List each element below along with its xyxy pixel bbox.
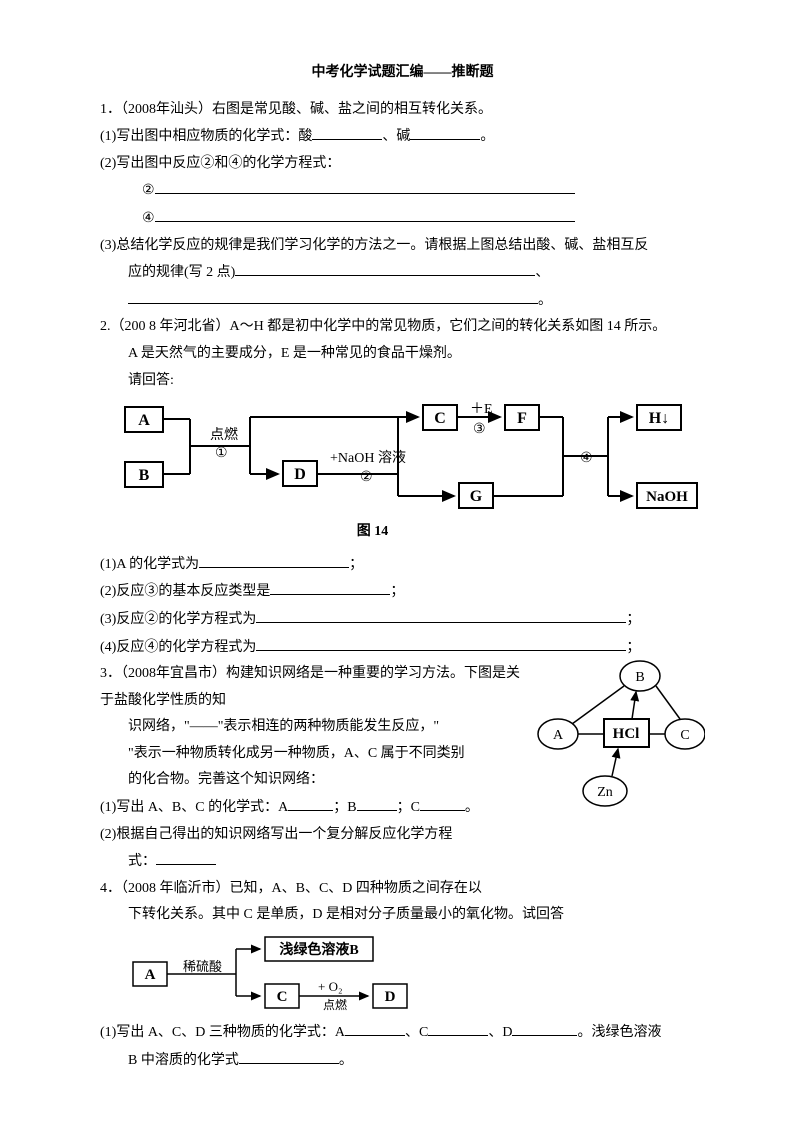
- svg-text:稀硫酸: 稀硫酸: [183, 959, 222, 974]
- svg-text:C: C: [434, 410, 446, 427]
- q2-stem2: A 是天然气的主要成分，E 是一种常见的食品干燥剂。: [100, 341, 705, 368]
- page-title: 中考化学试题汇编——推断题: [100, 60, 705, 87]
- q2-stem3: 请回答:: [100, 368, 705, 395]
- blank: [235, 259, 535, 276]
- svg-text:③: ③: [473, 422, 486, 437]
- svg-text:浅绿色溶液B: 浅绿色溶液B: [279, 941, 358, 958]
- blank: [312, 123, 382, 140]
- q1-2: (2)写出图中反应②和④的化学方程式：: [100, 151, 705, 178]
- svg-text:②: ②: [360, 470, 373, 485]
- svg-text:D: D: [294, 466, 306, 483]
- figure-q3: A B C Zn HCl: [530, 656, 705, 811]
- blank: [410, 123, 480, 140]
- svg-text:A: A: [138, 412, 150, 429]
- svg-text:A: A: [145, 967, 156, 983]
- q1-1: (1)写出图中相应物质的化学式：酸、碱。: [100, 123, 705, 151]
- figure-q4: A 稀硫酸 浅绿色溶液B C + O₂ 点燃 D: [128, 934, 705, 1014]
- svg-text:A: A: [553, 728, 564, 743]
- svg-text:＋E: ＋E: [470, 402, 493, 417]
- blank: [199, 551, 349, 568]
- svg-text:F: F: [517, 410, 527, 427]
- svg-text:B: B: [139, 467, 150, 484]
- svg-text:④: ④: [580, 451, 593, 466]
- blank: [270, 578, 390, 595]
- svg-text:B: B: [635, 670, 644, 685]
- blank: [256, 606, 626, 623]
- svg-text:H↓: H↓: [649, 410, 669, 427]
- svg-text:点燃: 点燃: [323, 997, 347, 1012]
- svg-text:G: G: [470, 488, 483, 505]
- q2-stem1: 2.（200 8 年河北省）A～H 都是初中化学中的常见物质，它们之间的转化关系…: [100, 314, 705, 341]
- svg-text:NaOH: NaOH: [646, 489, 688, 505]
- svg-text:①: ①: [215, 446, 228, 461]
- svg-text:C: C: [680, 728, 689, 743]
- svg-text:点燃: 点燃: [210, 426, 238, 443]
- blank: [256, 634, 626, 651]
- blank: [128, 287, 538, 304]
- blank: [155, 177, 575, 194]
- figure-14: A B 点燃 ① D +NaOH 溶液 ② C ＋E ③ F G ④ H↓ Na…: [120, 399, 705, 546]
- blank: [155, 205, 575, 222]
- q1-stem: 1．（2008年汕头）右图是常见酸、碱、盐之间的相互转化关系。: [100, 97, 705, 124]
- q1-3a: (3)总结化学反应的规律是我们学习化学的方法之一。请根据上图总结出酸、碱、盐相互…: [100, 233, 705, 260]
- svg-text:+NaOH 溶液: +NaOH 溶液: [330, 450, 406, 466]
- svg-text:D: D: [385, 989, 396, 1005]
- svg-text:Zn: Zn: [597, 785, 613, 800]
- svg-text:HCl: HCl: [613, 726, 640, 742]
- svg-text:C: C: [277, 989, 288, 1005]
- svg-text:+ O₂: + O₂: [318, 979, 343, 994]
